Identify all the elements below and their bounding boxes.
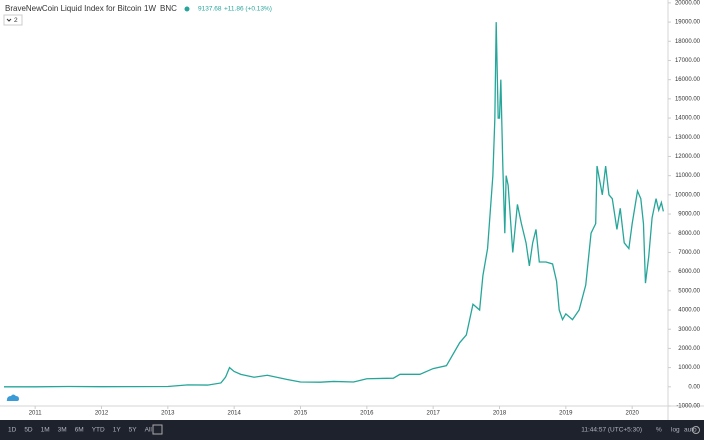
y-tick-label: 17000.00 bbox=[675, 58, 701, 64]
x-tick-label: 2016 bbox=[360, 411, 374, 417]
scale-option[interactable]: % bbox=[656, 427, 662, 434]
indicators-toggle[interactable] bbox=[3, 14, 23, 26]
symbol-title: BraveNewCoin Liquid Index for Bitcoin bbox=[5, 4, 142, 13]
y-tick-label: 20000.00 bbox=[675, 0, 701, 6]
y-tick-label: 8000.00 bbox=[678, 231, 700, 237]
y-tick-label: 7000.00 bbox=[678, 250, 700, 256]
y-tick-label: 14000.00 bbox=[675, 116, 701, 122]
y-tick-label: 3000.00 bbox=[678, 327, 700, 333]
x-tick-label: 2012 bbox=[95, 411, 109, 417]
range-button[interactable]: 3M bbox=[58, 427, 67, 434]
x-tick-label: 2011 bbox=[29, 411, 43, 417]
y-tick-label: 12000.00 bbox=[675, 154, 701, 160]
exchange: BNC bbox=[160, 4, 177, 13]
range-button[interactable]: 1Y bbox=[113, 427, 122, 434]
y-tick-label: 5000.00 bbox=[678, 288, 700, 294]
y-tick-label: 4000.00 bbox=[678, 308, 700, 314]
y-tick-label: 1000.00 bbox=[678, 365, 700, 371]
range-button[interactable]: 5D bbox=[24, 427, 33, 434]
scale-option[interactable]: log bbox=[671, 427, 680, 434]
y-tick-label: -1000.00 bbox=[676, 404, 700, 410]
scale-option[interactable]: auto bbox=[684, 427, 697, 434]
x-tick-label: 2018 bbox=[493, 411, 507, 417]
range-button[interactable]: YTD bbox=[92, 427, 105, 434]
x-tick-label: 2015 bbox=[294, 411, 308, 417]
range-button[interactable]: 1M bbox=[41, 427, 50, 434]
y-tick-label: 16000.00 bbox=[675, 77, 701, 83]
y-tick-label: 18000.00 bbox=[675, 39, 701, 45]
range-button[interactable]: 1D bbox=[8, 427, 17, 434]
price-change: +11.86 (+0.13%) bbox=[224, 6, 272, 13]
y-tick-label: 2000.00 bbox=[678, 346, 700, 352]
range-button[interactable]: All bbox=[145, 427, 153, 434]
y-tick-label: 10000.00 bbox=[675, 192, 701, 198]
y-tick-label: 13000.00 bbox=[675, 135, 701, 141]
date-range-icon[interactable] bbox=[152, 424, 163, 435]
status-dot bbox=[184, 6, 190, 12]
price: 9137.68 bbox=[198, 6, 222, 13]
y-tick-label: 6000.00 bbox=[678, 269, 700, 275]
price-line bbox=[3, 22, 664, 388]
y-tick-label: 15000.00 bbox=[675, 96, 701, 102]
x-tick-label: 2013 bbox=[161, 411, 175, 417]
indicators-count: 2 bbox=[14, 17, 18, 24]
logo bbox=[6, 394, 20, 401]
x-tick-label: 2014 bbox=[227, 411, 241, 417]
y-tick-label: 11000.00 bbox=[675, 173, 700, 179]
x-tick-label: 2019 bbox=[559, 411, 573, 417]
range-button[interactable]: 5Y bbox=[129, 427, 138, 434]
interval[interactable]: 1W bbox=[144, 4, 156, 13]
settings-icon[interactable] bbox=[692, 426, 700, 434]
chevron bbox=[6, 18, 12, 22]
x-tick-label: 2017 bbox=[426, 411, 440, 417]
x-tick-label: 2020 bbox=[625, 411, 639, 417]
clock: 11:44:57 (UTC+5:30) bbox=[581, 427, 642, 434]
y-tick-label: 19000.00 bbox=[675, 20, 701, 26]
y-tick-label: 0.00 bbox=[688, 384, 700, 390]
range-button[interactable]: 6M bbox=[75, 427, 84, 434]
bottom-toolbar bbox=[0, 420, 704, 440]
y-tick-label: 9000.00 bbox=[678, 212, 700, 218]
